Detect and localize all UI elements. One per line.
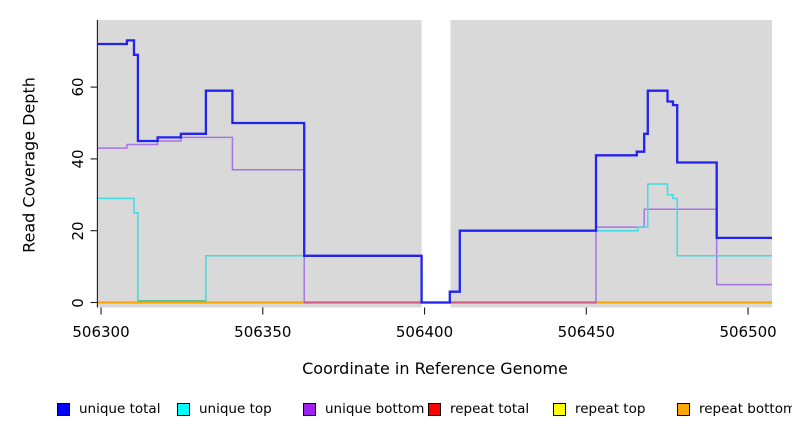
x-tick-label: 506350: [234, 323, 292, 341]
legend-label: repeat total: [450, 401, 530, 417]
legend-item-repeat-bottom: repeat bottom: [677, 401, 792, 417]
y-tick-label: 40: [69, 149, 87, 169]
repeat-bottom-swatch-icon: [677, 402, 690, 416]
gap-region: [421, 20, 451, 308]
legend-item-unique-bottom: unique bottom: [303, 401, 424, 417]
legend-label: unique total: [79, 401, 161, 417]
y-tick-label: 20: [69, 221, 87, 241]
y-axis-title: Read Coverage Depth: [19, 77, 39, 253]
unique-bottom-swatch-icon: [303, 402, 316, 416]
y-tick-label: 60: [69, 77, 87, 97]
legend-label: unique bottom: [325, 401, 425, 417]
x-tick-label: 506500: [719, 323, 777, 341]
x-axis-title: Coordinate in Reference Genome: [302, 359, 568, 378]
x-tick-label: 506400: [395, 323, 454, 341]
legend-item-repeat-top: repeat top: [553, 401, 645, 417]
series-line-unique-bottom: [97, 136, 772, 304]
y-tick-label: 0: [69, 297, 87, 308]
legend-label: repeat top: [575, 401, 646, 417]
legend-label: unique top: [199, 401, 272, 417]
repeat-total-swatch-icon: [428, 402, 441, 416]
x-tick-label: 506300: [72, 323, 130, 341]
series-lines: [97, 39, 772, 304]
series-line-unique-total: [97, 39, 772, 304]
legend-item-repeat-total: repeat total: [428, 401, 529, 417]
unique-top-swatch-icon: [177, 402, 190, 416]
x-tick-label: 506450: [557, 323, 615, 341]
legend-item-unique-top: unique top: [177, 401, 272, 417]
legend-item-unique-total: unique total: [57, 401, 160, 417]
repeat-top-swatch-icon: [553, 402, 566, 416]
legend-label: repeat bottom: [699, 401, 792, 417]
unique-total-swatch-icon: [57, 402, 70, 416]
